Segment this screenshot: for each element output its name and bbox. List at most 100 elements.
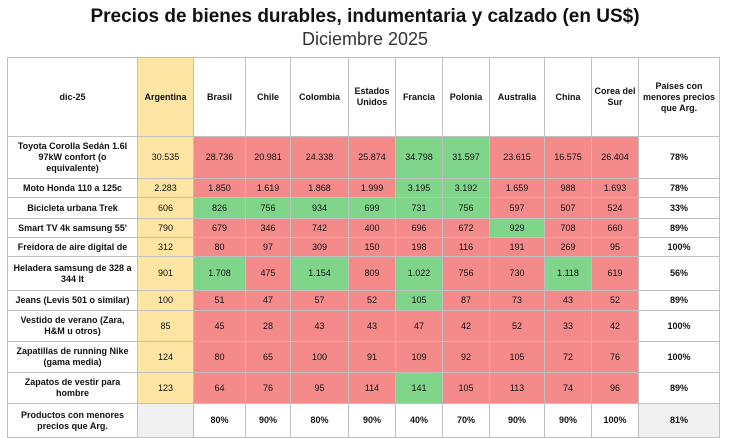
price-cell: 24.338 — [290, 136, 349, 179]
table-row: Bicicleta urbana Trek 606 826 756 934 699 731 7… — [7, 197, 720, 219]
footer-cell: 90% — [348, 403, 396, 438]
row-label: Smart TV 4k samsung 55' — [7, 218, 138, 238]
price-cell: 1.850 — [193, 178, 246, 198]
price-cell: 756 — [442, 256, 490, 291]
price-cell: 1.693 — [591, 178, 639, 198]
price-cell: 696 — [395, 218, 443, 238]
column-header: China — [544, 57, 592, 137]
row-label: Jeans (Levis 501 o similar) — [7, 290, 138, 311]
price-cell: 826 — [193, 197, 246, 219]
price-cell: 672 — [442, 218, 490, 238]
table-row: Jeans (Levis 501 o similar) 100 51 47 57 52 10… — [7, 290, 720, 311]
price-cell: 57 — [290, 290, 349, 311]
price-cell: 92 — [442, 341, 490, 373]
price-cell: 95 — [591, 237, 639, 257]
price-cell: 74 — [544, 372, 592, 404]
price-cell: 1.619 — [245, 178, 291, 198]
summary-cell: 100% — [638, 310, 720, 342]
table-row: Freidora de aire digital de 312 80 97 309 150… — [7, 237, 720, 257]
column-header: Australia — [489, 57, 545, 137]
price-cell: 25.874 — [348, 136, 396, 179]
price-cell: 619 — [591, 256, 639, 291]
price-cell: 1.022 — [395, 256, 443, 291]
price-cell: 524 — [591, 197, 639, 219]
price-cell: 97 — [245, 237, 291, 257]
price-cell: 42 — [591, 310, 639, 342]
price-cell: 33 — [544, 310, 592, 342]
price-cell: 105 — [442, 372, 490, 404]
summary-cell: 100% — [638, 237, 720, 257]
summary-header: Países con menores precios que Arg. — [638, 57, 720, 137]
column-header: Colombia — [290, 57, 349, 137]
price-cell: 1.659 — [489, 178, 545, 198]
price-cell: 43 — [290, 310, 349, 342]
summary-cell: 89% — [638, 372, 720, 404]
footer-cell: 80% — [193, 403, 246, 438]
price-cell: 45 — [193, 310, 246, 342]
price-cell: 51 — [193, 290, 246, 311]
row-label: Toyota Corolla Sedán 1.6l 97kW confort (… — [7, 136, 138, 179]
row-label: Heladera samsung de 328 a 344 lt — [7, 256, 138, 291]
price-cell: 730 — [489, 256, 545, 291]
price-cell: 85 — [137, 310, 194, 342]
row-label: Zapatillas de running Nike (gama media) — [7, 341, 138, 373]
footer-cell: 90% — [489, 403, 545, 438]
price-cell: 73 — [489, 290, 545, 311]
price-cell: 198 — [395, 237, 443, 257]
price-cell: 708 — [544, 218, 592, 238]
price-cell: 988 — [544, 178, 592, 198]
price-cell: 20.981 — [245, 136, 291, 179]
price-cell: 606 — [137, 197, 194, 219]
table-row: Moto Honda 110 a 125c 2.283 1.850 1.619 1.86… — [7, 178, 720, 198]
price-cell: 124 — [137, 341, 194, 373]
price-cell: 64 — [193, 372, 246, 404]
footer-cell: 70% — [442, 403, 490, 438]
column-header: Estados Unidos — [348, 57, 396, 137]
price-cell: 809 — [348, 256, 396, 291]
column-header: Brasil — [193, 57, 246, 137]
price-cell: 26.404 — [591, 136, 639, 179]
page-subtitle: Diciembre 2025 — [301, 29, 429, 49]
price-cell: 2.283 — [137, 178, 194, 198]
price-cell: 150 — [348, 237, 396, 257]
price-cell: 742 — [290, 218, 349, 238]
price-cell: 790 — [137, 218, 194, 238]
summary-cell: 33% — [638, 197, 720, 219]
price-cell: 52 — [591, 290, 639, 311]
table-row: Smart TV 4k samsung 55' 790 679 346 742 400 69… — [7, 218, 720, 238]
price-cell: 42 — [442, 310, 490, 342]
price-cell: 901 — [137, 256, 194, 291]
price-cell: 72 — [544, 341, 592, 373]
price-cell: 43 — [544, 290, 592, 311]
row-label: Moto Honda 110 a 125c — [7, 178, 138, 198]
price-cell: 105 — [489, 341, 545, 373]
price-cell: 100 — [290, 341, 349, 373]
price-cell: 507 — [544, 197, 592, 219]
price-cell: 699 — [348, 197, 396, 219]
price-cell: 3.195 — [395, 178, 443, 198]
price-cell: 123 — [137, 372, 194, 404]
column-header: Francia — [395, 57, 443, 137]
footer-label: Productos con menores precios que Arg. — [7, 403, 138, 438]
footer-summary-cell: 81% — [638, 403, 720, 438]
price-cell: 87 — [442, 290, 490, 311]
price-cell: 30.535 — [137, 136, 194, 179]
price-cell: 80 — [193, 237, 246, 257]
price-cell: 756 — [245, 197, 291, 219]
price-cell: 1.118 — [544, 256, 592, 291]
price-cell: 679 — [193, 218, 246, 238]
price-cell: 756 — [442, 197, 490, 219]
corner-label: dic-25 — [7, 57, 138, 137]
price-cell: 100 — [137, 290, 194, 311]
table-row: Vestido de verano (Zara, H&M u otros) 85 4… — [7, 310, 720, 342]
price-cell: 934 — [290, 197, 349, 219]
price-cell: 309 — [290, 237, 349, 257]
page-title: Precios de bienes durables, indumentaria… — [90, 6, 640, 27]
price-cell: 113 — [489, 372, 545, 404]
price-cell: 400 — [348, 218, 396, 238]
footer-cell: 80% — [290, 403, 349, 438]
footer-cell: 90% — [245, 403, 291, 438]
price-cell: 141 — [395, 372, 443, 404]
footer-cell: 40% — [395, 403, 443, 438]
summary-cell: 56% — [638, 256, 720, 291]
